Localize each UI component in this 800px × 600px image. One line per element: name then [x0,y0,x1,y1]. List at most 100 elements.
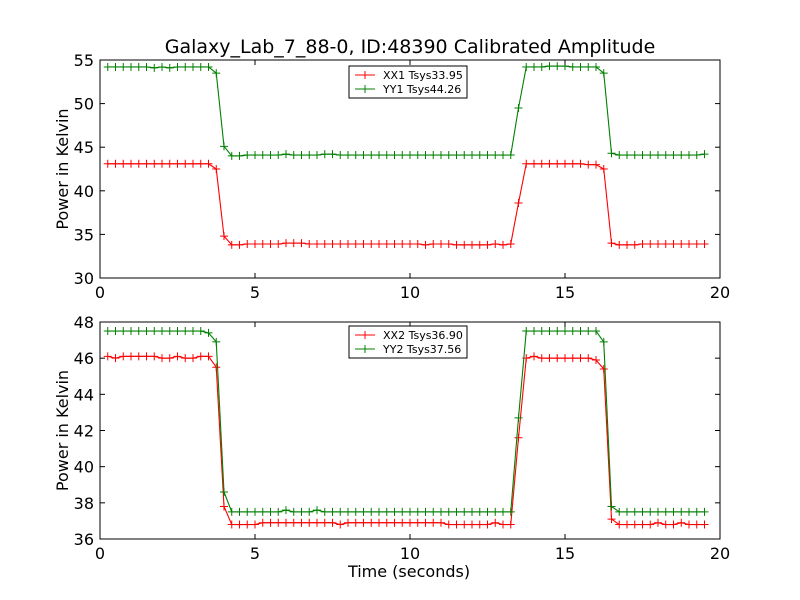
data-point [158,354,166,363]
data-point [537,354,546,363]
data-point [468,520,476,529]
data-point [289,239,298,248]
data-point [119,352,128,361]
data-point [375,239,383,248]
data-point [475,520,484,529]
y-tick-label: 45 [74,138,94,157]
y-tick-label: 50 [74,95,94,114]
data-point [677,518,686,527]
data-point [181,327,190,336]
data-point [103,352,112,361]
data-point [367,239,376,248]
data-point [646,520,655,529]
data-point [344,151,352,160]
data-point [444,520,453,529]
data-point [398,151,407,160]
data-point [530,352,538,361]
legend-swatch-marker [361,71,369,79]
data-point [158,62,166,71]
data-point [297,151,306,160]
data-point [367,507,376,516]
data-point [406,518,414,527]
data-point [568,354,577,363]
data-point [367,151,376,160]
data-point [437,239,445,248]
data-point [289,151,298,160]
data-point [258,239,267,248]
data-point [243,239,252,248]
legend-box [348,65,468,99]
data-point [313,506,321,515]
data-point [220,232,228,241]
data-point [506,507,515,516]
data-point [328,150,337,159]
data-point [220,502,228,511]
data-point [258,151,267,160]
data-point [700,520,709,529]
data-point [320,507,329,516]
data-point [367,518,376,527]
data-point [615,151,624,160]
data-point [274,151,283,160]
data-point [204,352,213,361]
data-point [553,327,562,336]
data-point [382,518,391,527]
data-point [227,520,236,529]
x-tick-label: 20 [710,544,730,563]
data-point [266,518,275,527]
legend-label: YY1 Tsys44.26 [382,83,461,96]
data-point [282,239,290,248]
data-point [421,240,430,249]
data-point [607,239,616,248]
data-point [235,240,244,249]
data-point [289,518,298,527]
data-point [444,507,453,516]
data-point [305,151,314,160]
data-point [375,507,383,516]
data-point [437,518,445,527]
data-point [336,520,345,529]
data-point [165,159,174,168]
data-point [545,354,554,363]
y-tick-label: 42 [74,422,94,441]
data-point [134,352,143,361]
data-point [429,151,438,160]
data-point [491,151,500,160]
data-point [669,507,678,516]
data-point [344,507,352,516]
data-point [196,352,205,361]
data-point [134,62,143,71]
data-point [103,159,112,168]
data-point [592,160,600,169]
data-point [359,518,368,527]
data-point [460,520,469,529]
data-point [514,103,523,112]
data-point [227,240,236,249]
data-point [692,507,701,516]
data-point [607,515,616,524]
legend-swatch-marker [361,345,369,353]
data-point [475,507,484,516]
data-point [127,352,135,361]
data-point [553,62,562,71]
data-point [142,327,151,336]
data-point [568,62,577,71]
data-point [351,507,360,516]
data-point [119,62,128,71]
data-point [173,352,182,361]
data-point [599,69,608,78]
data-point [274,507,283,516]
data-point [220,142,228,151]
data-point [328,239,337,248]
data-point [413,151,422,160]
data-point [437,507,445,516]
y-tick-label: 48 [74,313,94,332]
chart-panel-1: 0 5 10 15 20 30 35 40 45 50 55 Power in Kelvin XX1 T… [53,51,730,302]
data-point [475,151,484,160]
data-point [359,507,368,516]
data-point [111,159,120,168]
data-point [592,355,600,364]
data-point [266,151,275,160]
data-point [359,151,368,160]
